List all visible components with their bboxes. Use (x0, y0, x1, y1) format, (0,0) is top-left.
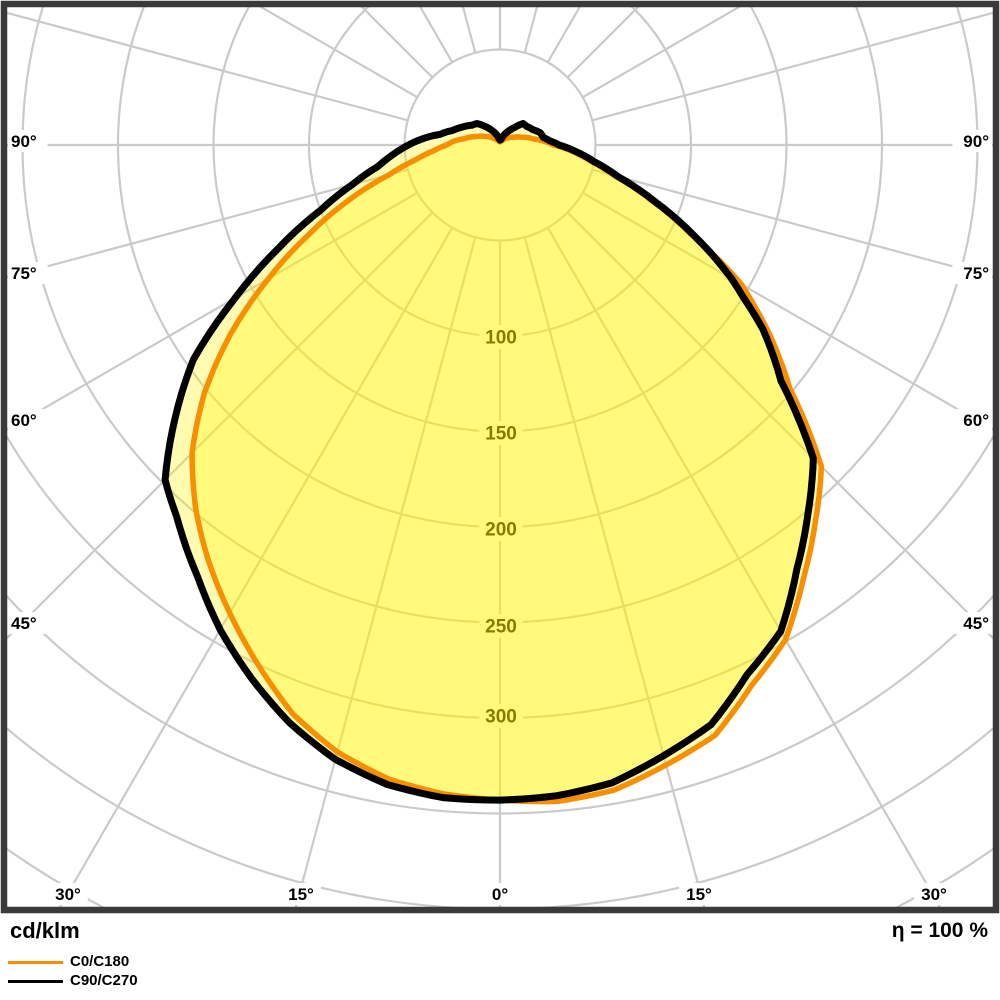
grid-ray (57, 227, 454, 910)
legend-label-c0-c180: C0/C180 (70, 953, 130, 970)
grid-ray (523, 236, 707, 910)
axis-labels: 90° 90° 75° 75° 60° 60° 45° 45° 30° 15° 0° 15° 30° 10… (8, 130, 992, 905)
grid-ray (546, 4, 583, 63)
grid-ray (591, 10, 996, 122)
legend-swatch-c90-c270 (8, 980, 63, 983)
grid-ray (566, 211, 996, 643)
angle-label-bottom: 15° (288, 885, 314, 904)
grid-ray (253, 4, 418, 99)
radial-value-label: 200 (485, 520, 517, 541)
unit-label: cd/klm (10, 918, 80, 943)
grid-ray (357, 4, 434, 79)
efficiency-label: η = 100 % (891, 919, 988, 942)
angle-label-bottom: 30° (921, 885, 947, 904)
grid-ray (582, 4, 747, 99)
angle-label-right: 90° (963, 132, 989, 151)
plot-frame (0, 0, 1000, 914)
grid-ray (566, 4, 643, 79)
grid-ray (293, 236, 477, 910)
curve-c90-c270 (161, 120, 817, 804)
fill-c0-c180 (192, 136, 822, 802)
angle-label-left: 45° (11, 614, 37, 633)
grid-ray (591, 168, 996, 280)
angle-label-right: 60° (963, 411, 989, 430)
radial-value-label: 300 (485, 707, 517, 728)
grid-ray (4, 10, 409, 122)
radial-value-label: 150 (485, 424, 517, 445)
angle-label-bottom: 30° (55, 885, 81, 904)
angle-label-bottom: 15° (686, 885, 712, 904)
angle-label-left: 75° (11, 264, 37, 283)
fill-c90-c270 (165, 123, 814, 801)
angle-label-bottom: 0° (492, 885, 508, 904)
distribution-curves (161, 120, 825, 805)
grid-ray (4, 168, 409, 280)
angle-label-right: 75° (963, 264, 989, 283)
grid-ray (461, 4, 477, 54)
legend-label-c90-c270: C90/C270 (70, 972, 138, 989)
radial-value-label: 100 (485, 328, 517, 349)
grid-ray (546, 227, 943, 910)
angle-label-left: 90° (11, 132, 37, 151)
grid-ray (582, 191, 996, 433)
legend-swatch-c0-c180 (8, 961, 63, 964)
grid-ray (523, 4, 539, 54)
angle-label-left: 60° (11, 411, 37, 430)
grid-ray (417, 4, 454, 63)
radial-value-label: 250 (485, 617, 517, 638)
angle-label-right: 45° (963, 614, 989, 633)
grid-ray (4, 211, 434, 643)
